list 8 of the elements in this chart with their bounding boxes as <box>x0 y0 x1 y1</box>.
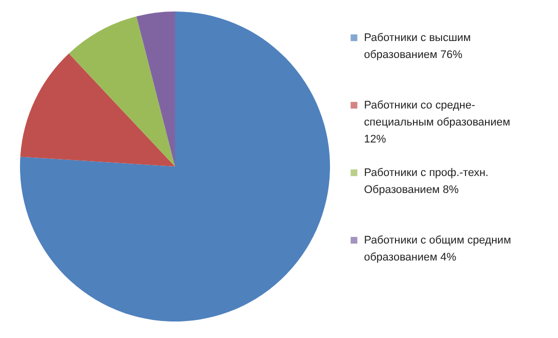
pie-slice <box>20 12 330 322</box>
legend-label: Работники со средне-специальным образованием 12% <box>364 99 510 146</box>
legend-label: Работники с высшим образованием 76% <box>364 32 471 61</box>
legend-label: Работники с проф.-техн. Образованием 8% <box>364 166 488 196</box>
pie-slice <box>20 54 175 166</box>
pie-slice <box>68 16 175 166</box>
legend-label: Работники с общим средним образованием 4% <box>364 234 512 264</box>
pie-slice <box>136 12 175 166</box>
